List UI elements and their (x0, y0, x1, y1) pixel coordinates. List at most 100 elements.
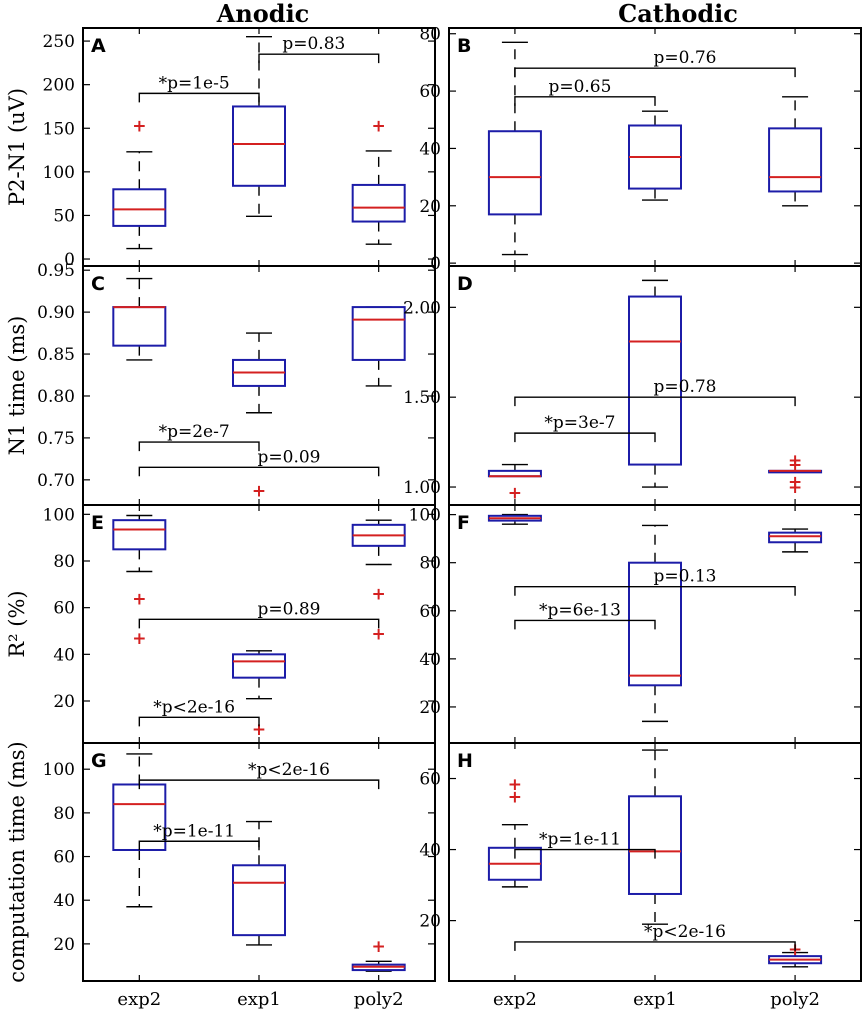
box-iqr (112, 188, 167, 227)
y-tick-label: 0.90 (37, 303, 75, 323)
y-tick-label: 100 (43, 505, 75, 525)
box-iqr (112, 519, 167, 551)
box-exp1 (628, 110, 682, 201)
panel-b: 0 20 40 60 80 p=0.65 p=0.76 B (419, 25, 862, 274)
significance-bracket (514, 619, 656, 630)
box-exp1 (232, 820, 286, 946)
y-tick-label: 0.75 (37, 429, 75, 449)
p-value-label: *p=6e-13 (539, 600, 621, 620)
box-iqr (487, 130, 542, 216)
y-tick-label: 80 (53, 804, 75, 824)
y-tick-label: 60 (419, 602, 441, 622)
outlier-marker: + (252, 720, 266, 740)
significance-bracket (514, 941, 796, 951)
p-value-label: p=0.09 (258, 447, 321, 467)
box-exp2: ++ (487, 775, 542, 888)
panel-d: 1.001.502.00+++++*p=3e-7p=0.78D (403, 265, 862, 506)
y-axis-label: computation time (ms) (5, 741, 29, 983)
y-tick-label: 80 (419, 554, 441, 574)
box-iqr (628, 295, 682, 466)
y-tick-label: 0.70 (37, 471, 75, 491)
y-tick-label: 60 (53, 848, 75, 868)
significance-bracket (138, 716, 260, 727)
box-iqr (232, 105, 286, 187)
box-poly2: ++ (351, 519, 406, 644)
x-tick-label: poly2 (770, 989, 820, 1010)
outlier-marker: + (132, 117, 146, 137)
y-axis-label: R² (%) (5, 590, 29, 657)
y-tick-label: 0 (64, 250, 75, 270)
box-iqr (232, 653, 286, 679)
x-tick-label: poly2 (354, 989, 404, 1010)
box-poly2 (768, 528, 823, 553)
y-tick-label: 0.85 (37, 345, 75, 365)
y-tick-label: 50 (53, 206, 75, 226)
panel-letter: A (91, 35, 106, 57)
panel-c: 0.70 0.75 0.80 0.85 0.90 0.95 + *p=2e-7 p=0.09 C N… (5, 261, 436, 506)
box-iqr (628, 795, 682, 895)
y-tick-label: 20 (53, 935, 75, 955)
p-value-label: *p<2e-16 (153, 697, 235, 717)
box-exp2 (487, 41, 542, 256)
y-tick-label: 60 (419, 82, 441, 102)
outlier-marker: + (788, 451, 802, 471)
box-exp2 (112, 277, 167, 361)
box-exp2: + (112, 117, 167, 250)
y-tick-label: 200 (43, 76, 75, 96)
y-tick-label: 250 (43, 32, 75, 52)
box-exp1 (628, 524, 682, 723)
box-exp1 (628, 279, 682, 488)
p-value-label: p=0.65 (548, 77, 611, 97)
outlier-marker: + (132, 589, 146, 609)
box-exp1 (232, 36, 286, 218)
y-tick-label: 20 (419, 197, 441, 217)
significance-bracket (514, 396, 796, 407)
outlier-marker: + (508, 483, 522, 503)
panel-letter: H (457, 750, 473, 772)
axes-frame (448, 742, 862, 982)
outlier-marker: + (508, 775, 522, 795)
p-value-label: *p<2e-16 (248, 760, 330, 780)
box-iqr (768, 127, 823, 193)
y-tick-label: 2.00 (403, 298, 441, 318)
box-iqr (232, 864, 286, 937)
box-poly2: + (768, 940, 823, 968)
p-value-label: *p=1e-11 (539, 830, 621, 850)
significance-bracket (138, 92, 260, 103)
box-exp2: ++ (112, 514, 167, 649)
box-poly2: ++++ (768, 451, 823, 498)
y-tick-label: 40 (53, 645, 75, 665)
significance-bracket (138, 779, 380, 790)
p-value-label: p=0.89 (258, 599, 321, 619)
y-tick-label: 1.50 (403, 388, 441, 408)
significance-bracket (514, 586, 796, 596)
y-tick-label: 40 (53, 891, 75, 911)
significance-bracket (514, 848, 656, 859)
axes-frame (82, 742, 436, 982)
panel-letter: G (91, 750, 107, 772)
y-tick-label: 60 (53, 599, 75, 619)
outlier-marker: + (372, 117, 386, 137)
p-value-label: *p=1e-11 (153, 821, 235, 841)
y-tick-label: 60 (419, 770, 441, 790)
p-value-label: p=0.13 (654, 567, 717, 587)
outlier-marker: + (788, 456, 802, 476)
p-value-label: p=0.83 (282, 34, 345, 54)
y-axis-label: P2-N1 (uV) (5, 88, 29, 206)
panel-letter: D (457, 273, 473, 295)
outlier-marker: + (788, 473, 802, 493)
box-exp1: + (232, 332, 286, 502)
significance-bracket (138, 618, 380, 629)
panel-g: 20 40 60 80 100 + *p=1e-11 *p<2e-16 Gcomputation… (5, 741, 436, 1010)
p-value-label: *p=2e-7 (159, 422, 230, 442)
panel-letter: E (91, 512, 104, 534)
y-axis-label: N1 time (ms) (5, 316, 29, 456)
box-iqr (351, 306, 406, 361)
significance-bracket (514, 96, 656, 106)
p-value-label: p=0.76 (654, 48, 717, 68)
p-value-label: *p<2e-16 (644, 922, 726, 942)
significance-bracket (138, 466, 380, 477)
box-poly2: + (351, 937, 406, 972)
